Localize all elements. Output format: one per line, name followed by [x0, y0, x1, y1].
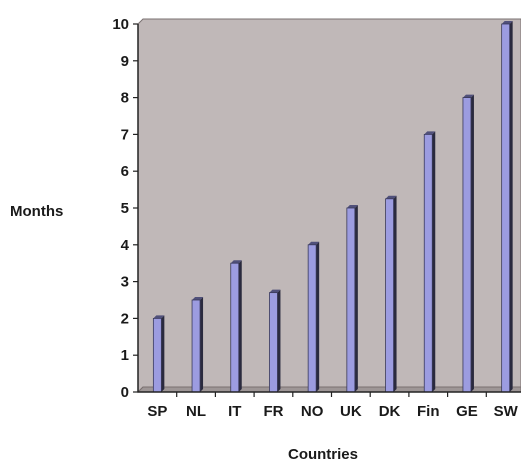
bar-top	[153, 315, 165, 319]
bar	[230, 262, 240, 393]
y-tick-label: 3	[121, 274, 129, 291]
x-tick-label: NL	[186, 403, 206, 420]
bar	[501, 23, 511, 393]
y-tick-label: 1	[121, 347, 129, 364]
bar-top	[308, 241, 320, 245]
x-tick-label: Fin	[417, 403, 440, 420]
x-tick-label: UK	[340, 403, 362, 420]
bar-top	[269, 289, 281, 293]
x-axis-ticks: SP NL IT FR NO UK DK Fin GE SW	[147, 392, 519, 420]
bar-side	[393, 195, 397, 392]
bar-top	[385, 195, 397, 199]
bar-side	[470, 94, 474, 392]
bar-side	[316, 241, 320, 392]
bar-side	[432, 131, 436, 392]
bar	[269, 292, 278, 393]
bar	[307, 244, 317, 393]
bar-top	[462, 94, 474, 98]
y-tick-label: 4	[121, 237, 130, 254]
bar	[191, 299, 201, 393]
bar-side	[238, 260, 242, 392]
x-tick-label: SP	[147, 403, 167, 420]
bar-side	[354, 205, 358, 392]
x-tick-label: FR	[263, 403, 283, 420]
y-tick-label: 8	[121, 90, 129, 107]
bar-side	[161, 315, 165, 392]
bar-side	[200, 297, 204, 392]
bar-top	[346, 205, 358, 208]
y-tick-label: 5	[121, 200, 129, 217]
bar	[385, 198, 394, 393]
bar	[423, 133, 433, 393]
y-tick-label: 2	[121, 310, 129, 327]
y-axis-ticks: 0 1 2 3 4 5 6 7 8 9 10	[112, 16, 138, 401]
y-tick-label: 9	[121, 53, 129, 70]
bar	[152, 317, 162, 393]
y-tick-label: 6	[121, 163, 129, 180]
bar-top	[424, 131, 436, 135]
bar	[346, 207, 356, 393]
x-tick-label: IT	[228, 403, 241, 420]
y-tick-label: 10	[112, 16, 129, 33]
x-axis-title: Countries	[288, 446, 358, 463]
x-tick-label: DK	[379, 403, 401, 420]
y-axis-title: Months	[10, 203, 63, 220]
x-tick-label: GE	[456, 403, 478, 420]
bar-side	[277, 289, 281, 392]
x-tick-label: SW	[494, 403, 519, 420]
y-tick-label: 7	[121, 126, 129, 143]
bar-top	[192, 297, 204, 300]
bar	[462, 97, 472, 393]
bar-top	[501, 21, 513, 24]
x-tick-label: NO	[301, 403, 324, 420]
bar-top	[230, 260, 242, 264]
bar-side	[509, 21, 513, 392]
bar-series	[152, 21, 513, 393]
y-tick-label: 0	[121, 384, 129, 401]
